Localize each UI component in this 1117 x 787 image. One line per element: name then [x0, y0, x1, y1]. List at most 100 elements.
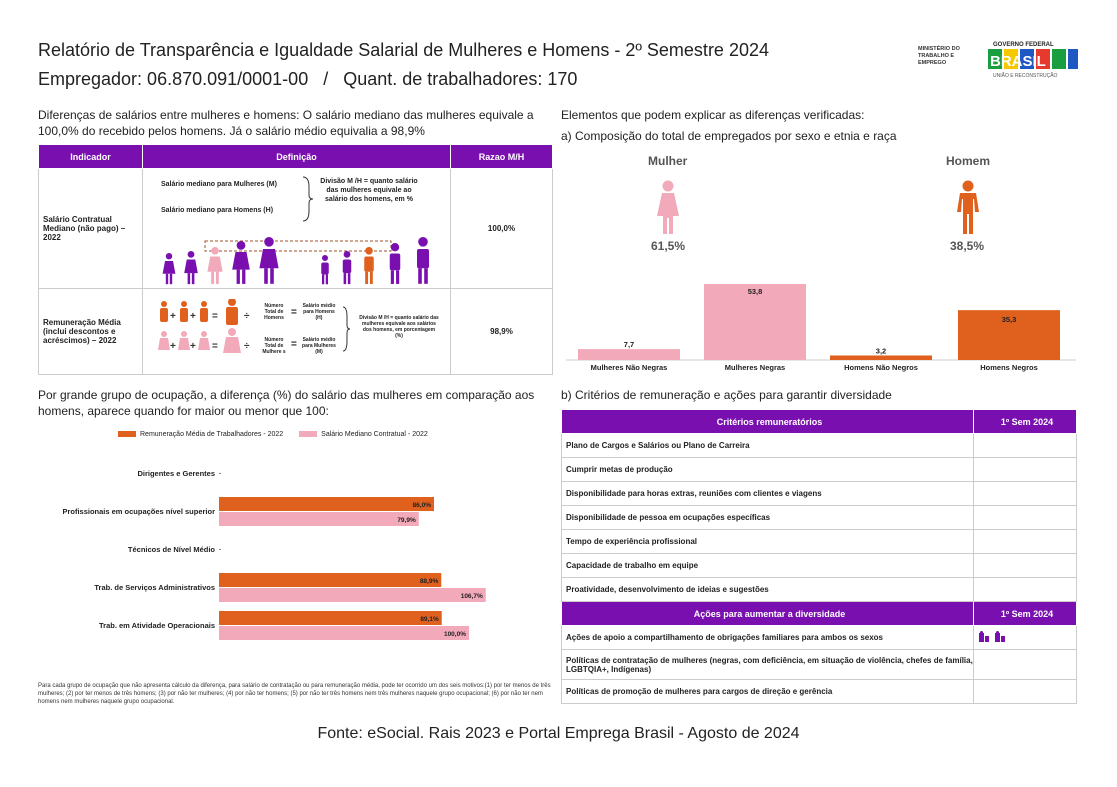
- women-avg-label: Salário médio para Mulheres (M): [302, 337, 336, 355]
- occ-category-label: Trab. de Serviços Administrativos: [94, 583, 215, 592]
- def-division: Divisão M /H = quanto salário das mulher…: [320, 178, 418, 203]
- criteria-row-value: [973, 433, 1077, 458]
- occ-bar: [219, 626, 469, 640]
- occ-bar-label: 89,1%: [420, 616, 439, 623]
- equals-sign-1: =: [291, 307, 297, 318]
- person-icon: [364, 247, 374, 285]
- row1-value: 100,0%: [450, 168, 553, 289]
- row2-indicator: Remuneração Média (inclui descontos e ac…: [38, 288, 143, 375]
- people-sum-icons: + + = ÷ + + = ÷: [158, 299, 250, 353]
- gov-logo: MINISTÉRIO DO TRABALHO E EMPREGO GOVERNO…: [918, 40, 1078, 80]
- page-title: Relatório de Transparência e Igualdade S…: [38, 40, 769, 60]
- th-definition: Definição: [142, 144, 451, 169]
- comp-category-label: Mulheres Não Negras: [591, 363, 668, 372]
- occupation-chart: Dirigentes e Gerentes · Profissionais em o…: [62, 469, 486, 640]
- legend-swatch-remuneration: [118, 431, 136, 438]
- criteria-row-label: Cumprir metas de produção: [561, 457, 974, 482]
- def-median-women: Salário mediano para Mulheres (M): [161, 181, 277, 188]
- criteria-row-label: Disponibilidade de pessoa em ocupações e…: [561, 505, 974, 530]
- criteria-row-value: [973, 577, 1077, 602]
- person-icon: [184, 251, 198, 285]
- brace-icon: [302, 176, 314, 222]
- occ-bar-label: 106,7%: [461, 593, 483, 600]
- person-icon: [389, 243, 401, 284]
- criteria-sem-header: 1º Sem 2024: [973, 409, 1077, 434]
- occ-category-label: Trab. em Atividade Operacionais: [99, 621, 215, 630]
- th-ratio: Razao M/H: [450, 144, 553, 169]
- legend-swatch-median: [299, 431, 318, 438]
- action-row-label: Políticas de contratação de mulheres (ne…: [561, 649, 974, 680]
- occ-legend: Remuneração Média de Trabalhadores - 202…: [118, 431, 428, 438]
- svg-text:+: +: [170, 341, 176, 352]
- comp-bar-label: 7,7: [624, 340, 634, 349]
- family-icon: [979, 630, 1005, 642]
- person-icon: [162, 253, 176, 285]
- occ-category-label: Técnicos de Nível Médio: [128, 545, 216, 554]
- comp-bar: [830, 355, 932, 360]
- comp-category-label: Mulheres Negras: [725, 363, 785, 372]
- svg-text:=: =: [212, 341, 218, 352]
- person-icon: [321, 255, 329, 285]
- comp-bar-label: 53,8: [748, 287, 763, 296]
- occ-bar-label: 88,9%: [420, 578, 439, 585]
- people-row-icons: [162, 237, 429, 285]
- row2-definition: + + = ÷ + + = ÷ Número Total de Homens = Salár…: [142, 288, 451, 375]
- occ-bar: [219, 512, 419, 526]
- criteria-row-label: Disponibilidade para horas extras, reuni…: [561, 481, 974, 506]
- action-row-value: [973, 679, 1077, 704]
- occ-empty-dot: ·: [219, 469, 222, 478]
- criteria-row-value: [973, 481, 1077, 506]
- person-icon: [232, 241, 250, 284]
- comp-bar-label: 35,3: [1002, 315, 1017, 324]
- action-row-value: [973, 625, 1077, 650]
- criteria-row-value: [973, 553, 1077, 578]
- svg-text:+: +: [170, 311, 176, 322]
- ministry-label: MINISTÉRIO DO TRABALHO E EMPREGO: [918, 46, 960, 66]
- svg-text:BRASIL: BRASIL: [990, 53, 1046, 70]
- occ-bar: [219, 588, 486, 602]
- criteria-row-label: Proatividade, desenvolvimento de ideias …: [561, 577, 974, 602]
- comp-bar-label: 3,2: [876, 346, 886, 355]
- brasil-logo: GOVERNO FEDERAL BRASIL UNIÃO E RECONSTRU…: [988, 42, 1078, 79]
- action-row-label: Políticas de promoção de mulheres para c…: [561, 679, 974, 704]
- composition-chart: 7,7 Mulheres Não Negras 53,8 Mulheres Negra…: [566, 284, 1076, 372]
- occ-bar-label: 100,0%: [444, 631, 466, 638]
- occ-bar-label: 86,0%: [413, 502, 432, 509]
- salary-intro: Diferenças de salários entre mulheres e …: [38, 108, 534, 138]
- composition-title: a) Composição do total de empregados por…: [561, 129, 897, 143]
- occ-category-label: Dirigentes e Gerentes: [137, 469, 215, 478]
- criteria-title: b) Critérios de remuneração e ações para…: [561, 388, 892, 402]
- occ-bar-label: 79,9%: [397, 517, 416, 524]
- svg-text:+: +: [190, 341, 196, 352]
- occupation-footnote: Para cada grupo de ocupação que não apre…: [38, 683, 551, 705]
- def-median-men: Salário mediano para Homens (H): [161, 207, 274, 214]
- brace-icon: [342, 306, 351, 352]
- elements-title: Elementos que podem explicar as diferenç…: [561, 108, 865, 122]
- person-icon: [417, 237, 429, 284]
- equals-sign-2: =: [291, 339, 297, 350]
- occ-bar: [219, 497, 434, 511]
- occ-bar: [219, 573, 442, 587]
- man-label: Homem: [946, 154, 991, 168]
- men-avg-label: Salário médio para Homens (H): [302, 303, 336, 321]
- svg-text:÷: ÷: [244, 311, 250, 322]
- indicator-table: Indicador Definição Razao M/H Salário Co…: [38, 144, 553, 375]
- th-indicator: Indicador: [38, 144, 143, 169]
- person-icon: [342, 251, 352, 285]
- svg-text:÷: ÷: [244, 341, 250, 352]
- occ-bar: [219, 611, 442, 625]
- criteria-row-value: [973, 457, 1077, 482]
- women-total-label: Número Total de Mulhere s: [262, 337, 286, 355]
- occ-empty-dot: ·: [219, 545, 222, 554]
- actions-header: Ações para aumentar a diversidade: [561, 601, 974, 626]
- action-row-label: Ações de apoio a compartilhamento de obr…: [561, 625, 974, 650]
- men-total-label: Número Total de Homens: [264, 303, 284, 321]
- man-pct: 38,5%: [950, 239, 985, 253]
- comp-category-label: Homens Não Negros: [844, 363, 918, 372]
- svg-text:UNIÃO E RECONSTRUÇÃO: UNIÃO E RECONSTRUÇÃO: [993, 72, 1058, 79]
- comp-bar: [578, 349, 680, 360]
- footer-source: Fonte: eSocial. Rais 2023 e Portal Empre…: [317, 725, 800, 742]
- criteria-row-value: [973, 505, 1077, 530]
- legend-remuneration: Remuneração Média de Trabalhadores - 202…: [140, 431, 284, 438]
- woman-pct: 61,5%: [651, 239, 686, 253]
